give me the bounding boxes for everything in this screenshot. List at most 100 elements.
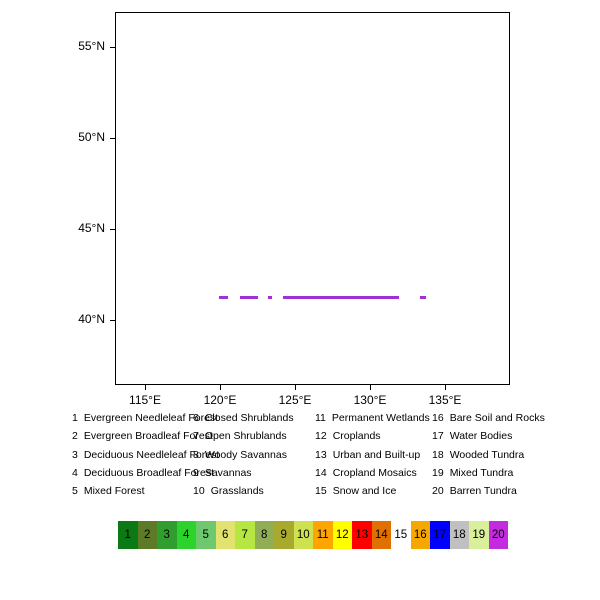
legend-item-number: 15 bbox=[315, 485, 327, 498]
colorbar-cell-number: 11 bbox=[316, 529, 329, 541]
legend-item-number: 9 bbox=[193, 466, 199, 479]
legend-item: 19 Mixed Tundra bbox=[432, 467, 513, 479]
x-tick bbox=[444, 385, 446, 390]
colorbar-cell: 7 bbox=[235, 521, 255, 549]
colorbar-cell-number: 13 bbox=[355, 529, 369, 541]
landcover-segment bbox=[239, 295, 258, 299]
legend-item-number: 13 bbox=[315, 448, 327, 461]
legend-item: 7 Open Shrublands bbox=[193, 430, 287, 442]
colorbar-cell-number: 2 bbox=[144, 529, 151, 541]
legend-item-label: Wooded Tundra bbox=[449, 448, 525, 461]
colorbar-cell-number: 16 bbox=[413, 529, 427, 541]
colorbar-cell: 1 bbox=[118, 521, 138, 549]
legend-item: 3 Deciduous Needleleaf Forest bbox=[72, 449, 219, 461]
legend-item-number: 4 bbox=[72, 466, 78, 479]
colorbar-cell: 3 bbox=[157, 521, 177, 549]
colorbar-cell-number: 12 bbox=[335, 529, 349, 541]
x-tick-label: 120°E bbox=[203, 393, 237, 407]
legend-item-label: Snow and Ice bbox=[332, 485, 397, 498]
landcover-segment bbox=[283, 295, 399, 299]
colorbar-cell: 15 bbox=[391, 521, 411, 549]
legend-item: 1 Evergreen Needleleaf Forest bbox=[72, 412, 218, 424]
y-tick bbox=[110, 319, 115, 321]
x-tick bbox=[219, 385, 221, 390]
colorbar-cell: 19 bbox=[469, 521, 489, 549]
legend-item-label: Grasslands bbox=[210, 485, 264, 498]
colorbar-cell-number: 3 bbox=[163, 529, 170, 541]
legend-item: 6 Closed Shrublands bbox=[193, 412, 294, 424]
colorbar-cell: 13 bbox=[352, 521, 372, 549]
x-tick-label: 135°E bbox=[428, 393, 462, 407]
legend-item-number: 20 bbox=[432, 485, 444, 498]
legend-item-label: Mixed Tundra bbox=[449, 466, 514, 479]
colorbar-cell: 20 bbox=[488, 521, 508, 549]
colorbar-cell-number: 4 bbox=[183, 529, 190, 541]
colorbar-cell: 17 bbox=[430, 521, 450, 549]
legend-item-label: Deciduous Broadleaf Forest bbox=[83, 466, 214, 479]
legend-item-number: 11 bbox=[315, 412, 326, 424]
x-tick-label: 115°E bbox=[129, 393, 161, 407]
legend-item-label: Bare Soil and Rocks bbox=[449, 412, 545, 424]
x-tick-label: 130°E bbox=[353, 393, 387, 407]
legend-item: 8 Woody Savannas bbox=[193, 449, 287, 461]
landcover-segment bbox=[268, 295, 272, 299]
x-tick bbox=[144, 385, 146, 390]
legend-item-number: 7 bbox=[193, 430, 199, 443]
legend-item-label: Woody Savannas bbox=[204, 448, 287, 461]
colorbar-cell: 12 bbox=[332, 521, 352, 549]
y-tick bbox=[110, 228, 115, 230]
legend-item-label: Open Shrublands bbox=[204, 430, 287, 443]
legend-item: 15 Snow and Ice bbox=[315, 485, 396, 497]
legend-item-number: 6 bbox=[193, 412, 199, 424]
legend-item-label: Deciduous Needleleaf Forest bbox=[83, 448, 220, 461]
y-tick-label: 45°N bbox=[78, 221, 105, 236]
legend-item-number: 16 bbox=[432, 412, 444, 424]
legend-item: 10 Grasslands bbox=[193, 485, 264, 497]
legend-item-label: Croplands bbox=[332, 430, 381, 443]
colorbar-cell: 5 bbox=[196, 521, 216, 549]
legend-item-number: 18 bbox=[432, 448, 444, 461]
legend-item-number: 1 bbox=[72, 412, 78, 424]
colorbar-cell: 2 bbox=[137, 521, 157, 549]
legend-item: 16 Bare Soil and Rocks bbox=[432, 412, 545, 424]
legend-item: 18 Wooded Tundra bbox=[432, 449, 524, 461]
legend-item-label: Urban and Built-up bbox=[332, 448, 421, 461]
colorbar-cell: 11 bbox=[313, 521, 333, 549]
legend-item-label: Barren Tundra bbox=[449, 485, 517, 498]
y-tick-label: 55°N bbox=[78, 39, 105, 54]
y-tick-label: 40°N bbox=[78, 312, 105, 327]
colorbar-cell: 14 bbox=[371, 521, 391, 549]
colorbar-cell: 6 bbox=[215, 521, 235, 549]
legend-item: 2 Evergreen Broadleaf Forest bbox=[72, 430, 213, 442]
colorbar-cell-number: 19 bbox=[472, 529, 486, 541]
colorbar-cell: 9 bbox=[274, 521, 294, 549]
legend-item-label: Evergreen Needleleaf Forest bbox=[83, 412, 219, 424]
colorbar-cell-number: 15 bbox=[394, 529, 408, 541]
legend-item: 11 Permanent Wetlands bbox=[315, 412, 430, 424]
legend-item-number: 17 bbox=[432, 430, 444, 443]
colorbar-cell-number: 6 bbox=[222, 529, 229, 541]
legend-item: 20 Barren Tundra bbox=[432, 485, 517, 497]
colorbar-cell-number: 17 bbox=[433, 529, 447, 541]
legend-item: 4 Deciduous Broadleaf Forest bbox=[72, 467, 214, 479]
legend-item-label: Evergreen Broadleaf Forest bbox=[83, 430, 213, 443]
colorbar-cell-number: 10 bbox=[296, 529, 310, 541]
legend-item-label: Cropland Mosaics bbox=[332, 466, 417, 479]
colorbar-cell-number: 7 bbox=[241, 529, 248, 541]
colorbar: 1 2 3 4 5 6 7 8 9 10 11 12 13 14 15 16 17 18 19 20 bbox=[118, 521, 508, 549]
colorbar-cell: 18 bbox=[449, 521, 469, 549]
colorbar-cell-number: 20 bbox=[491, 529, 505, 541]
x-tick bbox=[369, 385, 371, 390]
colorbar-cell-number: 18 bbox=[452, 529, 466, 541]
plot-area bbox=[115, 12, 510, 385]
colorbar-cell: 10 bbox=[293, 521, 313, 549]
legend-item: 14 Cropland Mosaics bbox=[315, 467, 417, 479]
colorbar-cell-number: 1 bbox=[124, 529, 131, 541]
x-tick-label: 125°E bbox=[278, 393, 312, 407]
colorbar-cell: 16 bbox=[410, 521, 430, 549]
y-tick bbox=[110, 46, 115, 48]
legend-item-label: Permanent Wetlands bbox=[331, 412, 430, 424]
legend-item: 12 Croplands bbox=[315, 430, 381, 442]
legend-item-number: 5 bbox=[72, 485, 78, 498]
